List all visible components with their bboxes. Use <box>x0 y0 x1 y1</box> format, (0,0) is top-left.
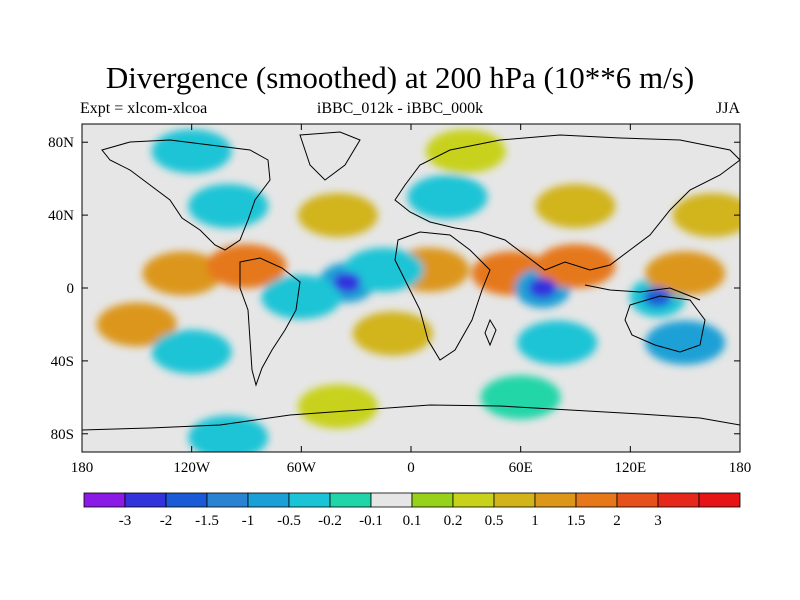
field-north-atlantic-divergence <box>297 193 378 238</box>
colorbar-box <box>534 492 577 508</box>
lon-tick-label: 180 <box>729 460 752 476</box>
season-label: JJA <box>715 100 740 117</box>
field-southern-ocean-convergence <box>480 375 561 420</box>
field-atlantic-convergence-core <box>333 272 362 293</box>
field-europe-convergence <box>407 174 488 219</box>
colorbar-box <box>83 492 126 508</box>
colorbar-label: -3 <box>119 513 132 529</box>
coast-australia <box>624 295 706 353</box>
coastlines <box>82 131 740 431</box>
colorbar-label: -2 <box>160 513 173 529</box>
colorbar-box <box>124 492 167 508</box>
field-australia-convergence <box>645 320 726 365</box>
field-arctic-convergence <box>151 129 232 174</box>
case-label: iBBC_012k - iBBC_000k <box>316 100 484 117</box>
colorbar-label: -0.2 <box>318 513 342 529</box>
colorbar-box <box>288 492 331 508</box>
colorbar-label: 0.1 <box>403 513 422 529</box>
coast-antarctica <box>82 404 740 431</box>
colorbar-box <box>247 492 290 508</box>
field-south-america-convergence <box>261 275 342 320</box>
field-north-america-convergence <box>188 184 269 228</box>
lon-tick-label: 60W <box>287 460 317 476</box>
field-southern-ocean-divergence <box>297 384 378 429</box>
field-south-pacific-convergence <box>151 329 232 374</box>
lat-tick-label: 0 <box>67 281 75 297</box>
experiment-label: Expt = xlcom-xlcoa <box>80 100 208 117</box>
colorbar: -3 -2 -1.5 -1 -0.5 -0.2 -0.1 0.1 0.2 0.5 1 1.5 2 3 <box>83 492 741 529</box>
colorbar-label: 2 <box>613 513 621 529</box>
colorbar-label: -1.5 <box>195 513 219 529</box>
colorbar-label: -0.5 <box>277 513 301 529</box>
colorbar-box <box>165 492 208 508</box>
field-south-indian-convergence <box>517 320 598 365</box>
field-south-pacific-divergence <box>96 302 177 347</box>
colorbar-box <box>493 492 536 508</box>
colorbar-label: 3 <box>654 513 662 529</box>
coast-greenland <box>299 131 361 181</box>
colorbar-label: 1 <box>531 513 539 529</box>
colorbar-label: 0.5 <box>485 513 504 529</box>
divergence-field <box>96 129 740 452</box>
colorbar-box <box>657 492 700 508</box>
field-north-pacific-divergence <box>672 193 740 238</box>
colorbar-box <box>575 492 618 508</box>
field-arctic-divergence <box>425 129 506 174</box>
coast-north-america <box>101 139 271 251</box>
colorbar-box <box>452 492 495 508</box>
colorbar-label: 0.2 <box>444 513 463 529</box>
coast-madagascar <box>484 318 497 347</box>
field-south-atlantic-divergence <box>352 311 433 356</box>
colorbar-label: -0.1 <box>359 513 383 529</box>
field-bay-of-bengal-divergence <box>535 244 616 289</box>
lon-tick-label: 60E <box>509 460 533 476</box>
lon-tick-label: 180 <box>71 460 94 476</box>
field-west-pacific-divergence <box>645 251 726 296</box>
colorbar-box <box>616 492 659 508</box>
colorbar-box <box>329 492 372 508</box>
coast-south-america <box>239 257 301 387</box>
field-central-america-divergence <box>206 244 287 289</box>
lat-tick-label: 40N <box>48 208 74 224</box>
coast-europe-asia <box>394 134 740 271</box>
field-west-africa-convergence <box>343 247 424 292</box>
lon-tick-label: 120W <box>173 460 211 476</box>
lat-tick-label: 80N <box>48 135 74 151</box>
colorbar-box <box>411 492 454 508</box>
field-asia-divergence <box>535 184 616 228</box>
colorbar-box <box>698 492 741 508</box>
field-antarctic-convergence <box>188 415 269 452</box>
colorbar-box <box>370 492 413 508</box>
coast-africa <box>394 231 491 361</box>
lat-tick-label: 40S <box>51 354 74 370</box>
plot-title: Divergence (smoothed) at 200 hPa (10**6 … <box>105 60 695 95</box>
field-tropical-divergence-band-east-pacific <box>142 251 223 296</box>
lon-tick-label: 0 <box>407 460 415 476</box>
axis-ticks: 180 120W 60W 0 60E 120E 180 80N 40N 0 40S 80S <box>48 124 751 476</box>
field-indian-ocean-convergence-core <box>528 278 557 298</box>
lat-tick-label: 80S <box>51 427 74 443</box>
colorbar-label: 1.5 <box>567 513 586 529</box>
colorbar-box <box>206 492 249 508</box>
colorbar-label: -1 <box>242 513 255 529</box>
lon-tick-label: 120E <box>614 460 646 476</box>
coast-maritime-continent <box>584 284 701 301</box>
